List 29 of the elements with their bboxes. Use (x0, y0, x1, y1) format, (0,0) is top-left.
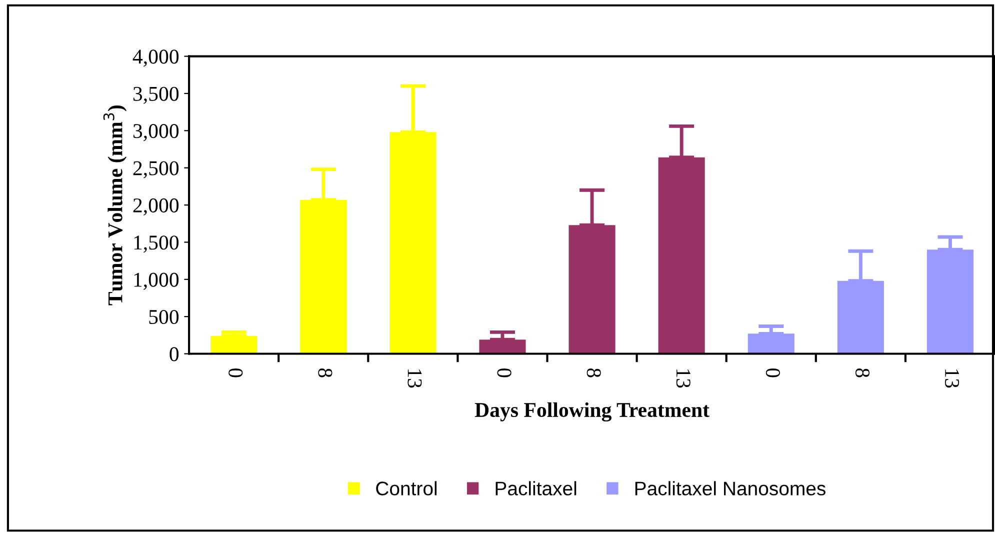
x-tick-label: 8 (586, 368, 601, 378)
y-tick-label: 4,000 (132, 50, 179, 67)
x-tick-label: 0 (497, 368, 512, 378)
legend-label: Paclitaxel Nanosomes (635, 481, 826, 496)
y-tick-label: 500 (149, 310, 179, 324)
legend-label: Paclitaxel (496, 481, 576, 496)
bar (837, 280, 884, 354)
y-axis-title: Tumor Volume (mm$^{3}$) (103, 105, 127, 306)
bar (568, 225, 616, 354)
x-tick-label: 0 (766, 368, 780, 378)
y-tick-label: 2,500 (133, 161, 179, 178)
bar (300, 200, 347, 354)
y-tick-label: 1,500 (134, 236, 179, 253)
y-tick-label: 3,000 (133, 124, 179, 142)
x-axis-title: Days Following Treatment (474, 402, 710, 422)
x-tick-label: 13 (945, 369, 960, 388)
y-tick-label: 1,000 (134, 272, 179, 290)
legend-label: Control (376, 481, 437, 496)
x-tick-label: 13 (408, 369, 422, 388)
bar (658, 157, 705, 354)
y-tick-label: 0 (170, 347, 179, 362)
y-tick-label: 2,000 (133, 198, 179, 216)
x-tick-label: 13 (676, 369, 690, 388)
bar (390, 132, 436, 354)
x-tick-label: 8 (318, 368, 332, 378)
y-tick-label: 3,500 (133, 86, 179, 104)
bar (926, 250, 974, 354)
x-tick-label: 0 (228, 368, 243, 378)
x-tick-label: 8 (855, 368, 870, 378)
